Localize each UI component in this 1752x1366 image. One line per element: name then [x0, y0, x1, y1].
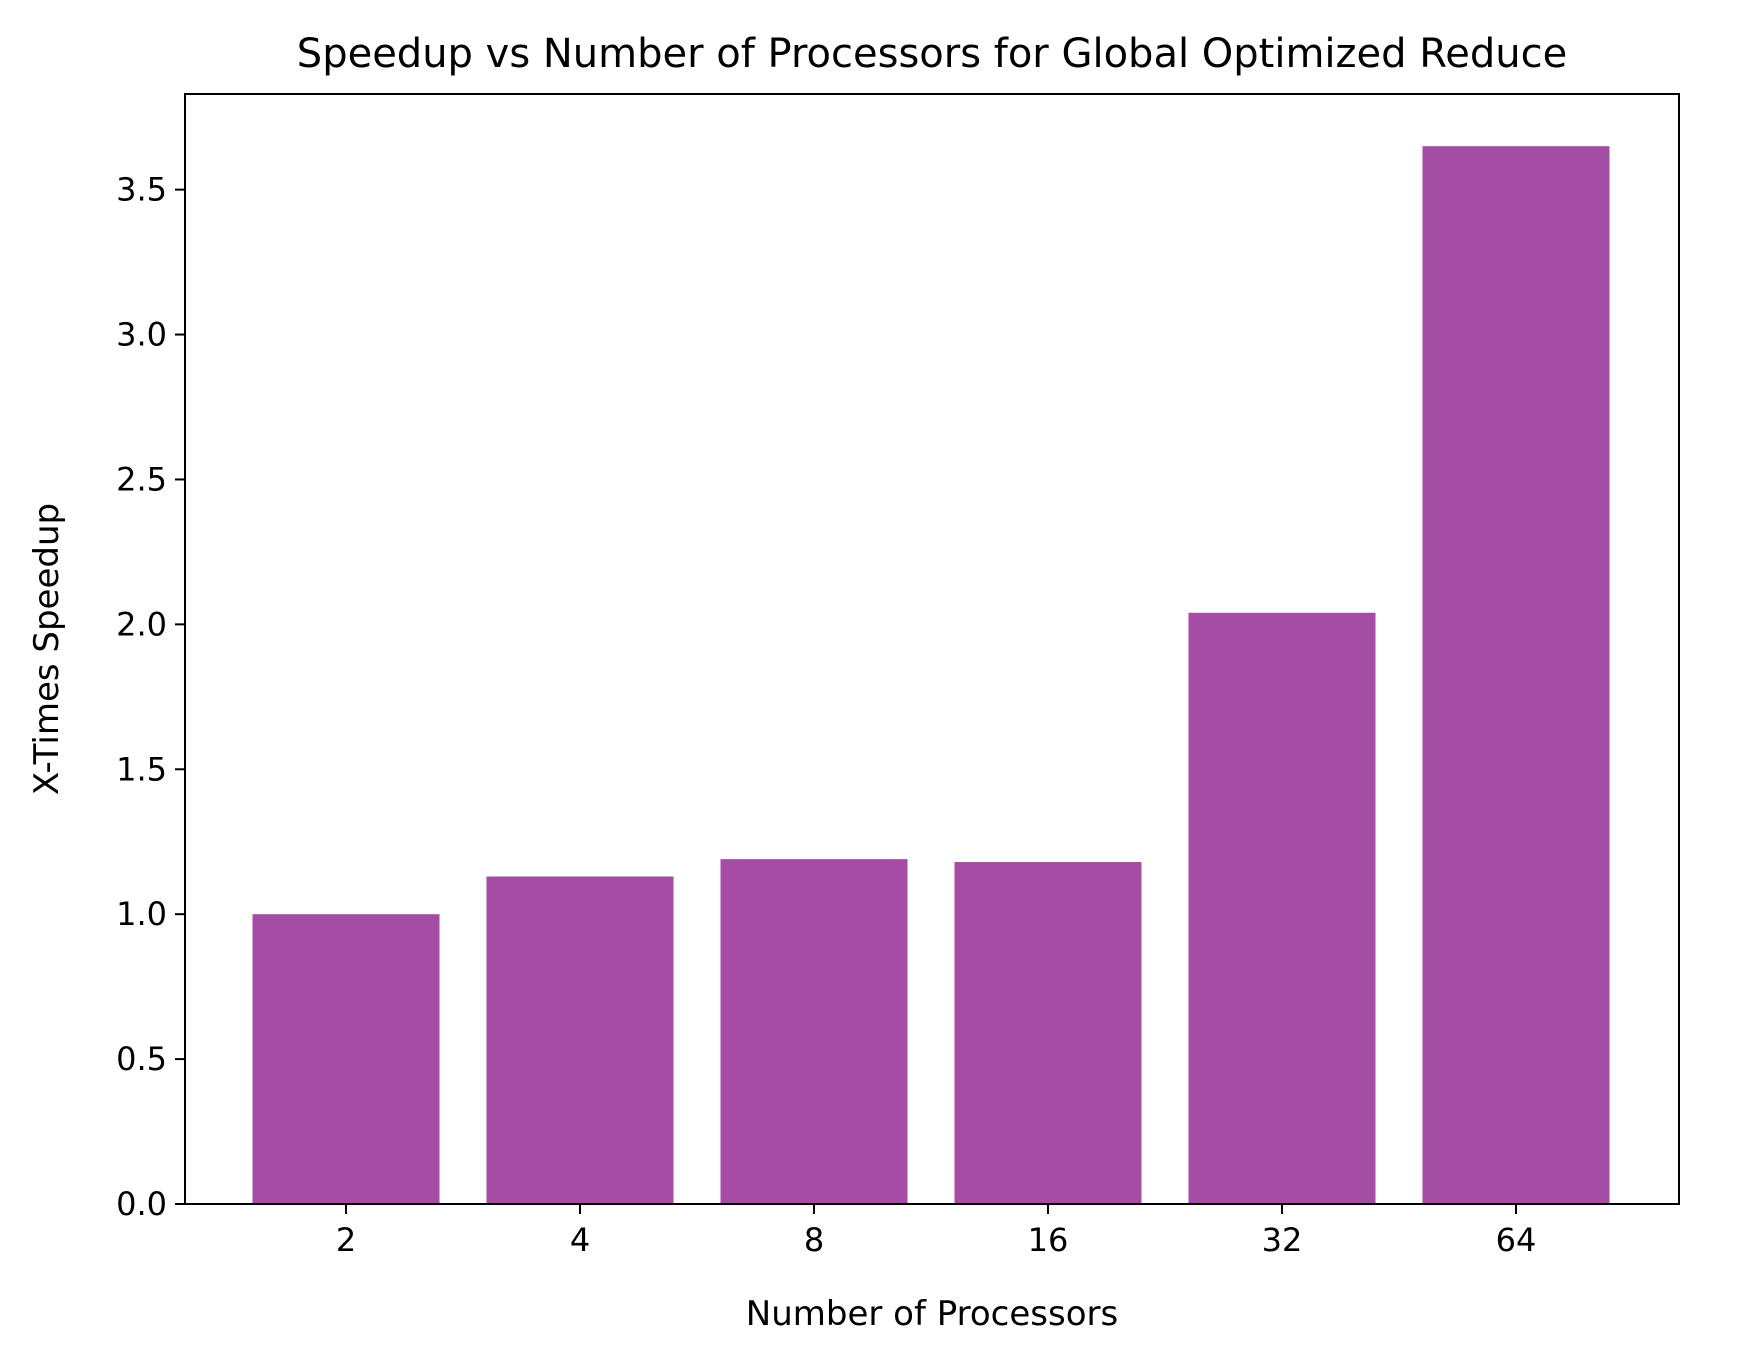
- plot-area-frame: [184, 93, 1680, 1205]
- bar-16: [954, 862, 1142, 1204]
- x-tick-label: 4: [570, 1221, 590, 1259]
- x-tick-label: 2: [336, 1221, 356, 1259]
- y-tick-label: 0.5: [116, 1040, 167, 1078]
- y-tick-label: 1.5: [116, 750, 167, 788]
- y-tick-label: 2.5: [116, 460, 167, 498]
- x-tick-label: 16: [1028, 1221, 1069, 1259]
- x-tick-label: 32: [1262, 1221, 1303, 1259]
- bar-32: [1188, 612, 1376, 1204]
- bars: [252, 146, 1610, 1204]
- x-tick-label: 64: [1496, 1221, 1537, 1259]
- bar-4: [486, 876, 674, 1204]
- bar-2: [252, 914, 440, 1204]
- ticks: 2 4 8 16 32 64 0.0 0.5 1.0 1.5 2.0 2.5 3.0 3.5: [116, 171, 1536, 1259]
- y-axis-title: X-Times Speedup: [27, 503, 67, 795]
- y-tick-label: 0.0: [116, 1185, 167, 1223]
- y-tick-label: 3.0: [116, 316, 167, 354]
- y-tick-label: 2.0: [116, 605, 167, 643]
- x-tick-label: 8: [804, 1221, 824, 1259]
- y-tick-label: 3.5: [116, 171, 167, 209]
- bar-64: [1422, 146, 1610, 1204]
- chart-title: Speedup vs Number of Processors for Glob…: [297, 31, 1567, 77]
- x-axis-title: Number of Processors: [746, 1294, 1118, 1334]
- y-tick-label: 1.0: [116, 895, 167, 933]
- bar-8: [720, 859, 908, 1204]
